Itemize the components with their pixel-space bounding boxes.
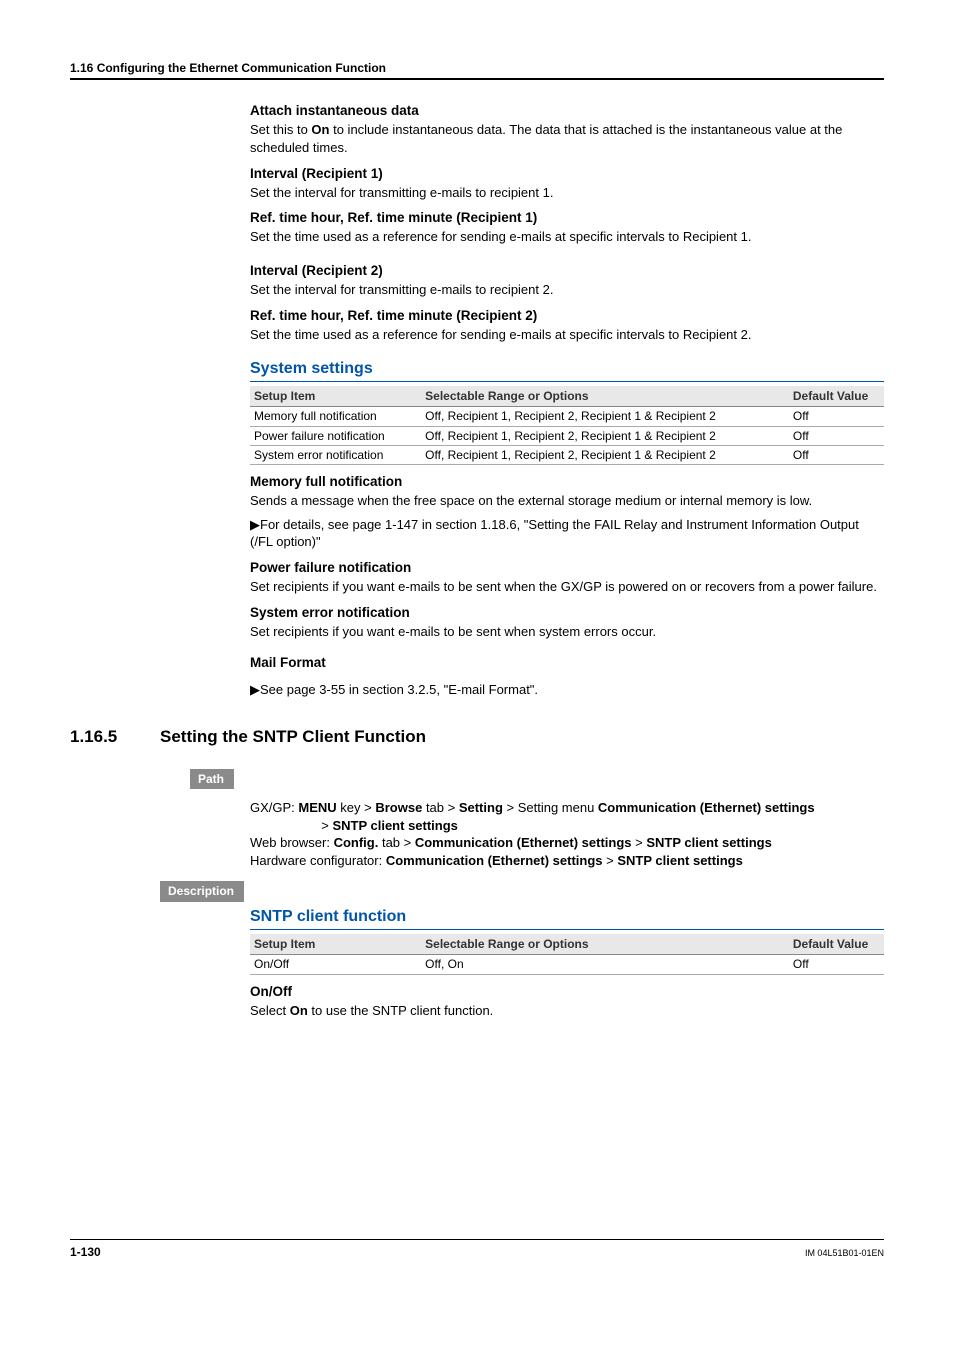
cell: Off bbox=[789, 445, 884, 464]
text-bold: Config. bbox=[334, 835, 379, 850]
path-tag-wrap: Path bbox=[190, 763, 884, 793]
table-system-settings: Setup Item Selectable Range or Options D… bbox=[250, 386, 884, 465]
text: to use the SNTP client function. bbox=[308, 1003, 493, 1018]
text-bold: Communication (Ethernet) settings bbox=[386, 853, 603, 868]
heading-ref-r2: Ref. time hour, Ref. time minute (Recipi… bbox=[250, 307, 884, 325]
description-tag: Description bbox=[160, 881, 244, 901]
cell: On/Off bbox=[250, 955, 421, 974]
arrow-icon: ▶ bbox=[250, 682, 260, 697]
desc-tag-wrap: Description bbox=[160, 875, 884, 905]
text-bold: Browse bbox=[375, 800, 422, 815]
table-row: Power failure notification Off, Recipien… bbox=[250, 426, 884, 445]
path-line-1: GX/GP: MENU key > Browse tab > Setting >… bbox=[250, 799, 884, 834]
section-title: Setting the SNTP Client Function bbox=[160, 726, 426, 749]
text-bold: On bbox=[311, 122, 329, 137]
para-mail-format-ref: ▶See page 3-55 in section 3.2.5, "E-mail… bbox=[250, 681, 884, 699]
heading-mem-full: Memory full notification bbox=[250, 473, 884, 491]
heading-interval-r2: Interval (Recipient 2) bbox=[250, 262, 884, 280]
path-block: GX/GP: MENU key > Browse tab > Setting >… bbox=[250, 799, 884, 869]
section-number: 1.16.5 bbox=[70, 726, 160, 749]
text-bold: Setting bbox=[459, 800, 503, 815]
text-bold: SNTP client settings bbox=[617, 853, 742, 868]
section-1-16-5: 1.16.5 Setting the SNTP Client Function bbox=[70, 726, 884, 749]
para-interval-r2: Set the interval for transmitting e-mail… bbox=[250, 281, 884, 299]
cell: Off, On bbox=[421, 955, 789, 974]
path-tag: Path bbox=[190, 769, 234, 789]
text: Web browser: bbox=[250, 835, 334, 850]
text: Select bbox=[250, 1003, 290, 1018]
heading-interval-r1: Interval (Recipient 1) bbox=[250, 165, 884, 183]
table-row: On/Off Off, On Off bbox=[250, 955, 884, 974]
table-row: System error notification Off, Recipient… bbox=[250, 445, 884, 464]
text: > bbox=[603, 853, 618, 868]
heading-sntp: SNTP client function bbox=[250, 906, 884, 931]
text-bold: SNTP client settings bbox=[332, 818, 457, 833]
heading-sys-err: System error notification bbox=[250, 604, 884, 622]
text: tab > bbox=[422, 800, 459, 815]
text: > bbox=[632, 835, 647, 850]
th-setup-item: Setup Item bbox=[250, 386, 421, 407]
th-default: Default Value bbox=[789, 934, 884, 955]
table-row: Memory full notification Off, Recipient … bbox=[250, 407, 884, 426]
text: GX/GP: bbox=[250, 800, 298, 815]
text-bold: Communication (Ethernet) settings bbox=[598, 800, 815, 815]
text: For details, see page 1-147 in section 1… bbox=[250, 517, 859, 550]
cell: Power failure notification bbox=[250, 426, 421, 445]
para-mem-full: Sends a message when the free space on t… bbox=[250, 492, 884, 510]
text: Hardware configurator: bbox=[250, 853, 386, 868]
heading-attach: Attach instantaneous data bbox=[250, 102, 884, 120]
text-bold: MENU bbox=[298, 800, 336, 815]
sntp-block: SNTP client function Setup Item Selectab… bbox=[250, 906, 884, 1020]
cell: Off bbox=[789, 955, 884, 974]
table-sntp: Setup Item Selectable Range or Options D… bbox=[250, 934, 884, 974]
th-default: Default Value bbox=[789, 386, 884, 407]
para-mem-full-ref: ▶For details, see page 1-147 in section … bbox=[250, 516, 884, 551]
cell: Off, Recipient 1, Recipient 2, Recipient… bbox=[421, 407, 789, 426]
th-setup-item: Setup Item bbox=[250, 934, 421, 955]
cell: Memory full notification bbox=[250, 407, 421, 426]
text: > bbox=[318, 818, 333, 833]
para-attach: Set this to On to include instantaneous … bbox=[250, 121, 884, 156]
heading-onoff: On/Off bbox=[250, 983, 884, 1001]
heading-mail-format: Mail Format bbox=[250, 654, 884, 672]
para-interval-r1: Set the interval for transmitting e-mail… bbox=[250, 184, 884, 202]
table-header-row: Setup Item Selectable Range or Options D… bbox=[250, 386, 884, 407]
text-bold: On bbox=[290, 1003, 308, 1018]
arrow-icon: ▶ bbox=[250, 517, 260, 532]
para-ref-r2: Set the time used as a reference for sen… bbox=[250, 326, 884, 344]
page-footer: 1-130 IM 04L51B01-01EN bbox=[70, 1239, 884, 1260]
text: to include instantaneous data. The data … bbox=[250, 122, 842, 155]
cell: System error notification bbox=[250, 445, 421, 464]
text: tab > bbox=[378, 835, 415, 850]
page-number: 1-130 bbox=[70, 1244, 101, 1260]
path-line-2: Web browser: Config. tab > Communication… bbox=[250, 834, 884, 852]
text: See page 3-55 in section 3.2.5, "E-mail … bbox=[260, 682, 538, 697]
para-sys-err: Set recipients if you want e-mails to be… bbox=[250, 623, 884, 641]
text-bold: SNTP client settings bbox=[646, 835, 771, 850]
th-options: Selectable Range or Options bbox=[421, 386, 789, 407]
heading-system-settings: System settings bbox=[250, 358, 884, 383]
heading-power-fail: Power failure notification bbox=[250, 559, 884, 577]
para-onoff: Select On to use the SNTP client functio… bbox=[250, 1002, 884, 1020]
cell: Off, Recipient 1, Recipient 2, Recipient… bbox=[421, 426, 789, 445]
section-header: 1.16 Configuring the Ethernet Communicat… bbox=[70, 60, 884, 80]
para-ref-r1: Set the time used as a reference for sen… bbox=[250, 228, 884, 246]
doc-id: IM 04L51B01-01EN bbox=[805, 1247, 884, 1259]
cell: Off bbox=[789, 407, 884, 426]
text: Set this to bbox=[250, 122, 311, 137]
text: key > bbox=[337, 800, 376, 815]
text: > Setting menu bbox=[503, 800, 598, 815]
text-bold: Communication (Ethernet) settings bbox=[415, 835, 632, 850]
content-body: Attach instantaneous data Set this to On… bbox=[250, 102, 884, 698]
heading-ref-r1: Ref. time hour, Ref. time minute (Recipi… bbox=[250, 209, 884, 227]
cell: Off, Recipient 1, Recipient 2, Recipient… bbox=[421, 445, 789, 464]
cell: Off bbox=[789, 426, 884, 445]
table-header-row: Setup Item Selectable Range or Options D… bbox=[250, 934, 884, 955]
th-options: Selectable Range or Options bbox=[421, 934, 789, 955]
para-power-fail: Set recipients if you want e-mails to be… bbox=[250, 578, 884, 596]
path-line-3: Hardware configurator: Communication (Et… bbox=[250, 852, 884, 870]
